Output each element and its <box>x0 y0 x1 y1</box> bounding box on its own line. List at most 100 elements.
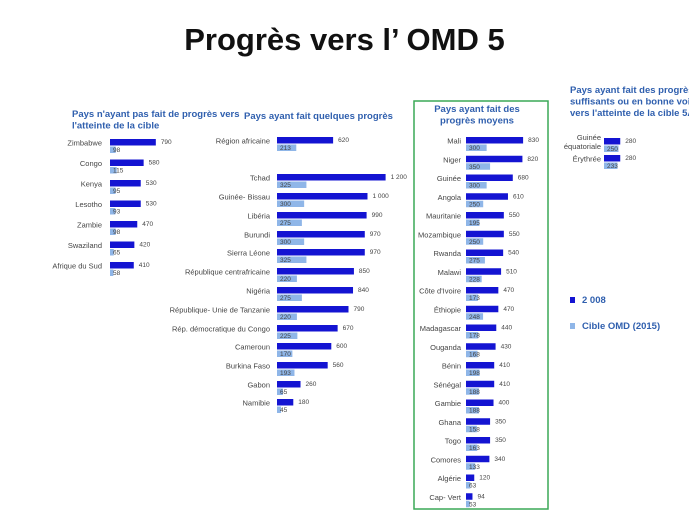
bar-target-2015 <box>277 256 307 263</box>
value-label-target: 250 <box>469 239 480 246</box>
value-label-2008: 670 <box>343 325 354 332</box>
bar-target-2015 <box>466 275 482 283</box>
bar-row-guinee: Guinée 680 300 <box>437 174 529 190</box>
bar-row-ethiopie: Éthiopie 470 248 <box>434 305 515 321</box>
bar-2008 <box>466 455 490 463</box>
bar-target-2015 <box>277 219 302 226</box>
bar-2008 <box>466 418 491 425</box>
bar-2008 <box>466 305 499 313</box>
value-label-2008: 510 <box>506 268 517 275</box>
slide-title: Progrès vers l’ OMD 5 <box>184 22 505 57</box>
panel-title: Pays ayant fait des progrès suffisants ou… <box>570 85 689 119</box>
bar-2008 <box>466 437 491 444</box>
value-label-target: 98 <box>113 229 121 236</box>
value-label-2008: 680 <box>518 175 529 182</box>
value-label-target: 250 <box>607 146 618 153</box>
bar-2008 <box>277 193 368 200</box>
bar-row-region-africaine: Région africaine 620 213 <box>216 137 350 153</box>
category-label: Sénégal <box>433 380 461 389</box>
panel-title: Pays ayant fait des progrès moyens <box>434 104 520 127</box>
value-label-2008: 260 <box>306 381 317 388</box>
bar-target-2015 <box>466 350 478 358</box>
value-label-target: 350 <box>469 164 480 171</box>
value-label-target: 45 <box>280 407 288 414</box>
value-label-2008: 350 <box>495 418 506 425</box>
legend-item-1: 2 008 <box>570 295 606 306</box>
bar-row-lesotho: Lesotho 530 93 <box>75 200 157 216</box>
category-label: Algérie <box>438 474 461 483</box>
category-label: Guinée- Bissau <box>219 193 270 202</box>
value-label-target: 198 <box>469 370 480 377</box>
value-label-2008: 620 <box>338 137 349 144</box>
bar-2008 <box>277 399 294 406</box>
value-label-2008: 120 <box>479 475 490 482</box>
legend-swatch <box>570 323 575 329</box>
panel-title: Pays n'ayant pas fait de progrès vers l'a… <box>72 109 240 132</box>
value-label-target: 173 <box>469 295 480 302</box>
value-label-target: 228 <box>469 276 480 283</box>
value-label-2008: 970 <box>370 231 381 238</box>
chart-panel-4: Pays ayant fait des progrès suffisants ou… <box>564 85 689 170</box>
bar-row-swaziland: Swaziland 420 65 <box>68 241 151 257</box>
value-label-target: 220 <box>280 314 291 321</box>
bar-target-2015 <box>466 500 470 508</box>
value-label-2008: 1 000 <box>373 193 390 200</box>
bar-target-2015 <box>277 332 298 339</box>
value-label-2008: 850 <box>359 268 370 275</box>
category-label: Burkina Faso <box>226 362 270 371</box>
category-label: Kenya <box>81 180 103 189</box>
value-label-target: 95 <box>113 188 121 195</box>
bar-2008 <box>466 249 504 256</box>
value-label-2008: 790 <box>353 306 364 313</box>
value-label-target: 213 <box>280 145 291 152</box>
category-label: Guinée équatoriale <box>564 133 601 151</box>
bar-target-2015 <box>604 145 619 152</box>
value-label-2008: 470 <box>142 221 153 228</box>
bar-target-2015 <box>466 200 484 208</box>
bar-row-liberia: Libéria 990 275 <box>247 212 382 228</box>
value-label-2008: 550 <box>509 212 520 219</box>
value-label-target: 58 <box>113 270 121 277</box>
bar-row-mozambique: Mozambique 550 250 <box>418 230 520 246</box>
bar-row-rep-democratique-du-congo: Rép. démocratique du Congo 670 225 <box>172 325 354 341</box>
legend-swatch <box>570 297 575 303</box>
bar-row-senegal: Sénégal 410 188 <box>433 380 510 396</box>
bar-target-2015 <box>277 369 295 376</box>
category-label: Bénin <box>442 362 461 371</box>
bar-target-2015 <box>466 444 478 451</box>
category-label: Ghana <box>438 418 461 427</box>
value-label-2008: 530 <box>146 201 157 208</box>
bar-2008 <box>466 324 497 331</box>
bar-row-republique-unie-de-tanzanie: République- Unie de Tanzanie 790 220 <box>170 306 365 322</box>
bar-row-madagascar: Madagascar 440 178 <box>420 324 513 340</box>
value-label-target: 65 <box>113 250 121 257</box>
value-label-2008: 830 <box>528 137 539 144</box>
bar-row-malawi: Malawi 510 228 <box>438 268 518 284</box>
value-label-target: 115 <box>113 168 124 175</box>
value-label-2008: 410 <box>499 362 510 369</box>
value-label-2008: 530 <box>146 180 157 187</box>
category-label: Namibie <box>242 399 270 408</box>
bar-2008 <box>277 287 354 294</box>
value-label-target: 195 <box>469 220 480 227</box>
category-label: Éthiopie <box>434 305 461 314</box>
bar-target-2015 <box>277 275 297 282</box>
bar-2008 <box>110 241 135 248</box>
value-label-target: 275 <box>469 258 480 265</box>
category-label: Cameroun <box>235 343 270 352</box>
value-label-2008: 280 <box>625 138 636 145</box>
bar-target-2015 <box>277 406 282 413</box>
bar-2008 <box>110 262 134 269</box>
bar-2008 <box>466 287 499 294</box>
value-label-target: 98 <box>113 147 121 154</box>
bar-target-2015 <box>466 257 485 264</box>
category-label: Région africaine <box>216 137 270 146</box>
bar-target-2015 <box>110 269 114 276</box>
bar-row-gambie: Gambie 400 188 <box>435 399 510 415</box>
bar-row-ghana: Ghana 350 158 <box>438 418 506 434</box>
category-label: Gabon <box>247 381 270 390</box>
category-label: Swaziland <box>68 241 102 250</box>
bar-2008 <box>604 155 621 162</box>
category-label: Côte d'Ivoire <box>419 287 461 296</box>
